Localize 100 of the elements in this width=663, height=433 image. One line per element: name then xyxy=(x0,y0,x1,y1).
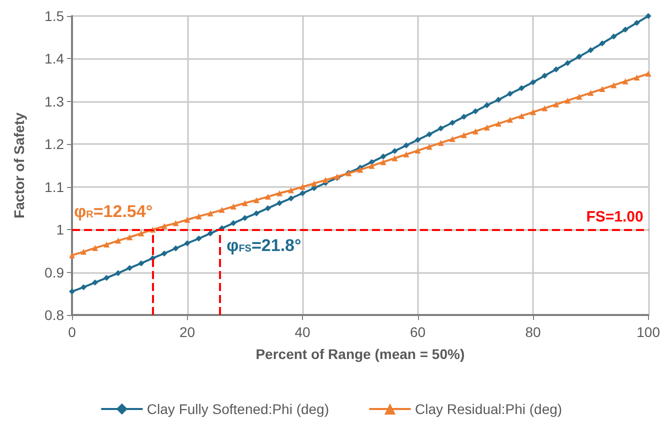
point xyxy=(126,234,133,240)
point xyxy=(472,128,478,134)
point xyxy=(138,230,144,236)
point xyxy=(92,280,98,286)
point xyxy=(276,190,282,196)
x-tick-label: 100 xyxy=(636,324,660,340)
point xyxy=(230,220,236,226)
y-tick-label: 0.8 xyxy=(44,307,64,323)
point xyxy=(230,204,236,210)
point xyxy=(426,144,432,150)
point xyxy=(507,90,514,97)
point xyxy=(161,250,168,256)
point xyxy=(518,85,525,92)
point xyxy=(253,197,260,204)
point xyxy=(414,136,421,143)
x-axis-title: Percent of Range (mean = 50%) xyxy=(256,346,465,362)
ref-line-label: FS=1.00 xyxy=(586,208,644,226)
point xyxy=(264,205,271,212)
point xyxy=(495,120,502,127)
point xyxy=(300,184,306,190)
y-axis-title: Factor of Safety xyxy=(11,112,27,218)
point xyxy=(242,215,248,222)
x-tick-label: 80 xyxy=(525,324,542,340)
x-tick-label: 40 xyxy=(294,324,311,340)
point xyxy=(634,74,640,81)
point xyxy=(645,13,652,19)
point xyxy=(530,109,536,116)
point xyxy=(495,96,502,103)
annotation: φR=12.54° xyxy=(74,202,153,222)
point xyxy=(288,187,294,194)
point xyxy=(288,195,294,202)
point xyxy=(115,238,122,244)
point xyxy=(403,142,410,148)
point xyxy=(184,216,190,223)
point xyxy=(449,136,456,142)
point xyxy=(518,112,525,119)
x-tick-label: 20 xyxy=(179,324,196,340)
point xyxy=(300,190,306,196)
point xyxy=(218,206,225,213)
point xyxy=(368,162,375,169)
point xyxy=(392,155,398,162)
point xyxy=(184,240,190,246)
x-tick-label: 0 xyxy=(68,324,76,340)
y-tick-label: 1.1 xyxy=(44,178,64,195)
point xyxy=(264,194,271,200)
point xyxy=(253,210,260,216)
point xyxy=(599,86,606,92)
point xyxy=(588,90,594,96)
point xyxy=(311,180,318,186)
x-tick-label: 60 xyxy=(410,324,426,340)
legend-label: Clay Fully Softened:Phi (deg) xyxy=(146,401,330,417)
point xyxy=(622,78,628,84)
point xyxy=(576,94,582,100)
point xyxy=(414,148,421,154)
point xyxy=(553,101,560,108)
point xyxy=(610,82,617,88)
point xyxy=(392,148,398,154)
point xyxy=(622,26,628,33)
point xyxy=(564,98,571,104)
point xyxy=(276,200,282,206)
point xyxy=(196,236,202,242)
point xyxy=(542,105,548,112)
point xyxy=(484,124,490,130)
point xyxy=(426,131,432,138)
point xyxy=(438,125,444,132)
y-tick-label: 1.3 xyxy=(44,93,64,110)
legend-label: Clay Residual:Phi (deg) xyxy=(415,401,562,417)
point xyxy=(553,66,560,72)
point xyxy=(92,244,98,251)
point xyxy=(438,140,444,146)
point xyxy=(645,70,652,77)
annotation: φFS=21.8° xyxy=(226,236,302,256)
point xyxy=(380,159,386,166)
point xyxy=(460,132,467,138)
point xyxy=(403,151,410,158)
point xyxy=(115,270,122,276)
point xyxy=(242,200,248,206)
point xyxy=(610,34,617,40)
point xyxy=(576,54,582,60)
point xyxy=(207,210,214,216)
point xyxy=(484,102,490,108)
y-tick-label: 1.2 xyxy=(44,136,64,152)
point xyxy=(69,288,75,295)
point xyxy=(196,213,202,220)
point xyxy=(161,223,168,230)
point xyxy=(599,40,606,46)
y-tick-label: 1.4 xyxy=(44,50,64,67)
point xyxy=(380,154,386,160)
point xyxy=(69,252,75,258)
point xyxy=(542,72,548,79)
point xyxy=(564,60,571,66)
y-tick-label: 0.9 xyxy=(44,264,64,280)
point xyxy=(472,108,478,114)
point xyxy=(449,120,456,126)
point xyxy=(172,245,179,252)
point xyxy=(507,116,514,123)
point xyxy=(322,177,329,184)
point xyxy=(80,284,87,290)
point xyxy=(460,114,467,120)
y-tick-label: 1 xyxy=(56,222,64,238)
